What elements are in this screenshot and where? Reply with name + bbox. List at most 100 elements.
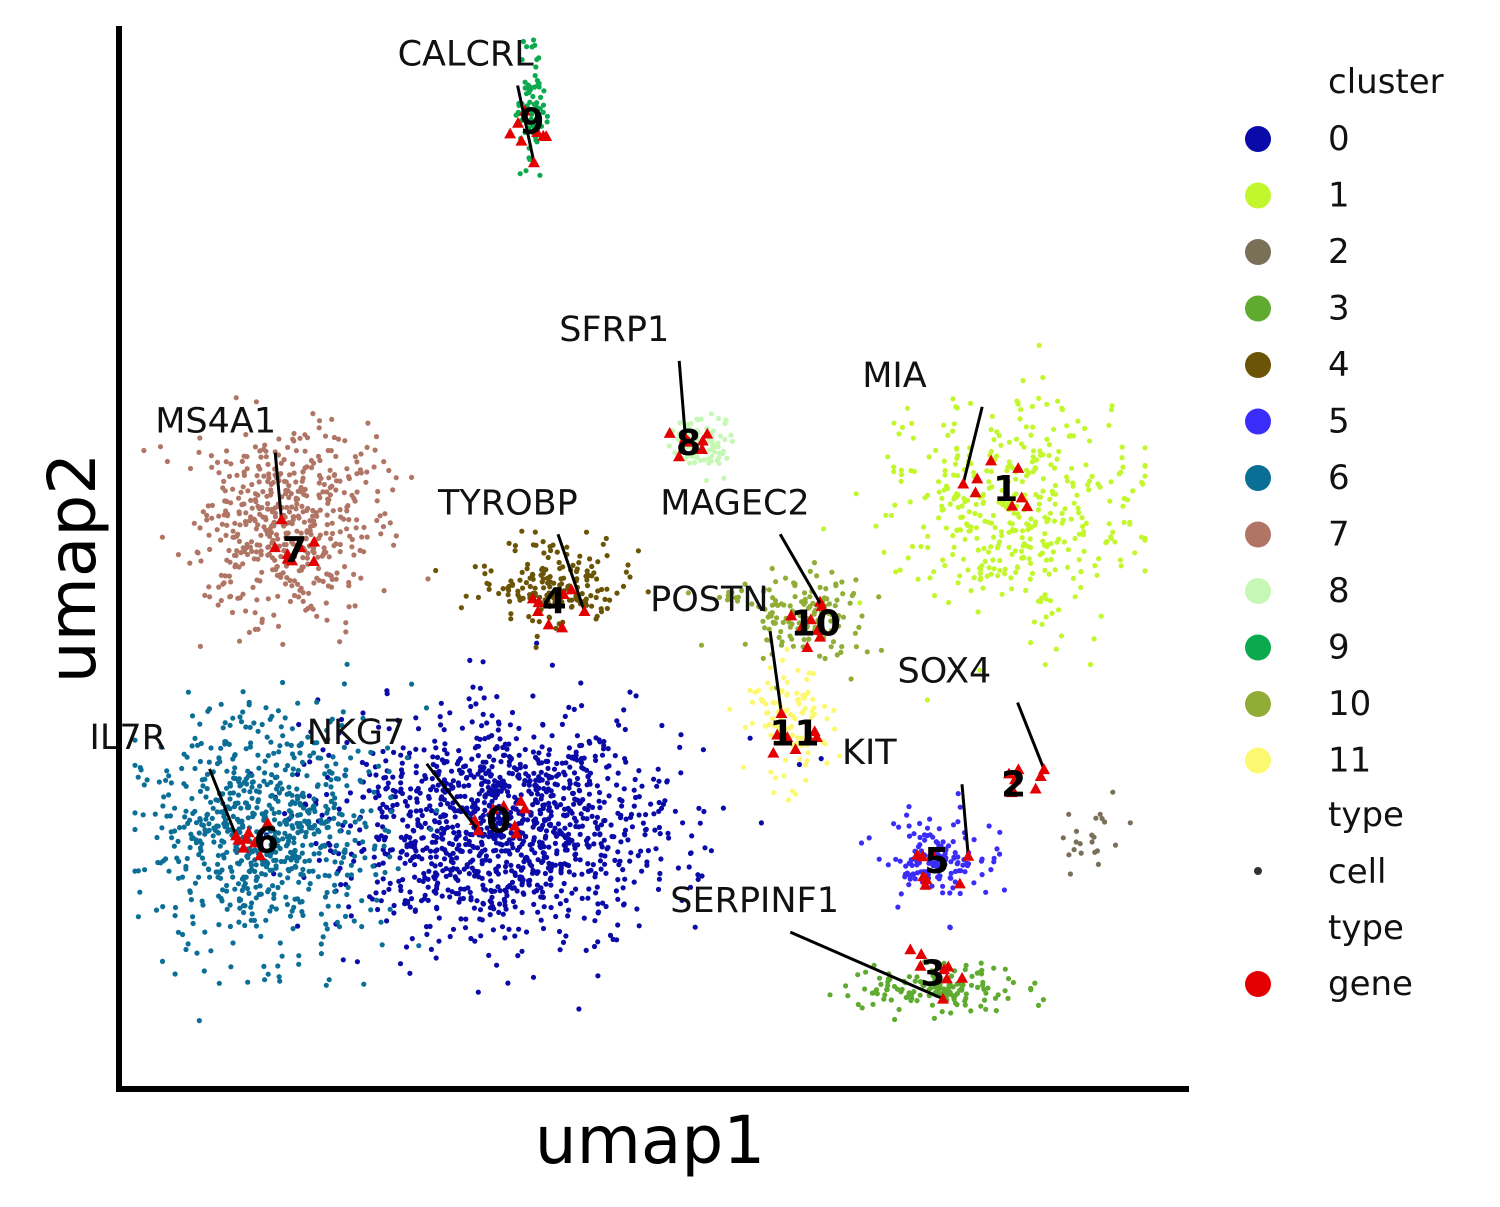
- gene-annotation-sox4: SOX4: [898, 652, 1050, 775]
- cell-point: [306, 590, 312, 596]
- cell-point: [531, 770, 537, 776]
- cell-point: [300, 509, 306, 515]
- cell-point: [988, 427, 994, 433]
- cell-point: [608, 822, 614, 828]
- cell-point: [508, 616, 514, 622]
- cell-point: [1142, 473, 1148, 479]
- cell-point: [1106, 521, 1112, 527]
- cell-point: [217, 843, 223, 849]
- cell-point: [254, 473, 260, 479]
- cell-point: [248, 539, 255, 545]
- cell-point: [853, 491, 859, 497]
- cell-point: [328, 536, 334, 542]
- cell-point: [381, 843, 387, 849]
- cell-point: [1068, 516, 1074, 522]
- cell-point: [168, 780, 174, 786]
- cell-point: [546, 807, 552, 813]
- cell-point: [1078, 569, 1084, 575]
- cell-point: [567, 764, 573, 770]
- cell-point: [272, 514, 278, 520]
- gene-marker: [663, 427, 676, 438]
- cell-point: [337, 549, 343, 555]
- cell-point: [323, 857, 329, 863]
- cell-point: [1002, 566, 1008, 572]
- cell-point: [897, 567, 903, 573]
- cell-point: [675, 436, 681, 442]
- cell-point: [1028, 525, 1034, 531]
- cell-point: [1030, 424, 1036, 430]
- cell-point: [299, 489, 305, 495]
- cell-point: [595, 909, 602, 915]
- cell-point: [329, 530, 336, 537]
- cell-point: [1029, 403, 1035, 410]
- cell-point: [456, 842, 462, 848]
- cell-point: [299, 759, 306, 765]
- cell-point: [336, 806, 342, 812]
- cell-point: [204, 811, 211, 818]
- cell-point: [391, 813, 397, 820]
- cell-point: [354, 517, 360, 523]
- cell-point: [236, 896, 242, 902]
- cell-point: [836, 623, 842, 629]
- cell-point: [413, 848, 419, 854]
- cell-point: [404, 852, 410, 858]
- cell-point: [698, 642, 705, 648]
- cell-point: [779, 657, 786, 664]
- cell-point: [617, 858, 623, 864]
- cell-point: [828, 618, 834, 624]
- cell-point: [203, 816, 209, 822]
- cell-point: [310, 825, 316, 831]
- cell-point: [197, 758, 203, 765]
- cell-point: [345, 503, 351, 509]
- cell-point: [781, 773, 787, 779]
- cell-point: [602, 853, 608, 859]
- cell-point: [226, 547, 232, 554]
- cell-point: [723, 417, 729, 423]
- cell-point: [324, 791, 330, 798]
- cell-point: [494, 745, 500, 751]
- cell-point: [159, 534, 165, 540]
- cell-point: [218, 537, 224, 543]
- cell-point: [206, 827, 212, 833]
- cell-point: [297, 587, 303, 593]
- cell-point: [773, 579, 779, 585]
- cell-point: [593, 890, 599, 896]
- cell-point: [404, 755, 410, 761]
- cell-point: [1027, 536, 1033, 542]
- cell-point: [267, 716, 273, 722]
- cell-point: [331, 815, 337, 822]
- cell-point: [470, 684, 476, 690]
- cell-point: [346, 604, 352, 610]
- cell-point: [1083, 462, 1089, 468]
- cluster-label: 6: [254, 821, 279, 862]
- cell-point: [773, 775, 779, 781]
- cell-point: [228, 500, 234, 506]
- cell-point: [376, 763, 382, 769]
- cell-point: [573, 781, 579, 787]
- cell-point: [409, 896, 415, 902]
- cell-point: [1054, 456, 1060, 462]
- cell-point: [1132, 550, 1138, 556]
- legend-entry-cluster-4: 4: [1245, 345, 1350, 385]
- cell-point: [132, 826, 138, 833]
- cell-point: [621, 831, 628, 837]
- cell-point: [303, 607, 309, 613]
- cell-point: [528, 812, 534, 818]
- cell-point: [515, 109, 521, 115]
- cell-point: [495, 780, 501, 786]
- cell-point: [432, 738, 438, 744]
- cell-point: [468, 703, 474, 710]
- cell-point: [218, 875, 224, 881]
- cell-point: [955, 527, 961, 533]
- cell-point: [383, 774, 389, 781]
- cell-point: [256, 479, 262, 485]
- cell-point: [316, 829, 322, 835]
- cell-point: [1043, 614, 1049, 620]
- cell-point: [708, 411, 715, 417]
- cell-point: [496, 590, 502, 597]
- gene-marker: [937, 992, 949, 1004]
- cell-point: [530, 802, 536, 808]
- cell-point: [322, 894, 329, 900]
- cell-point: [892, 1016, 898, 1023]
- cell-point: [268, 481, 274, 487]
